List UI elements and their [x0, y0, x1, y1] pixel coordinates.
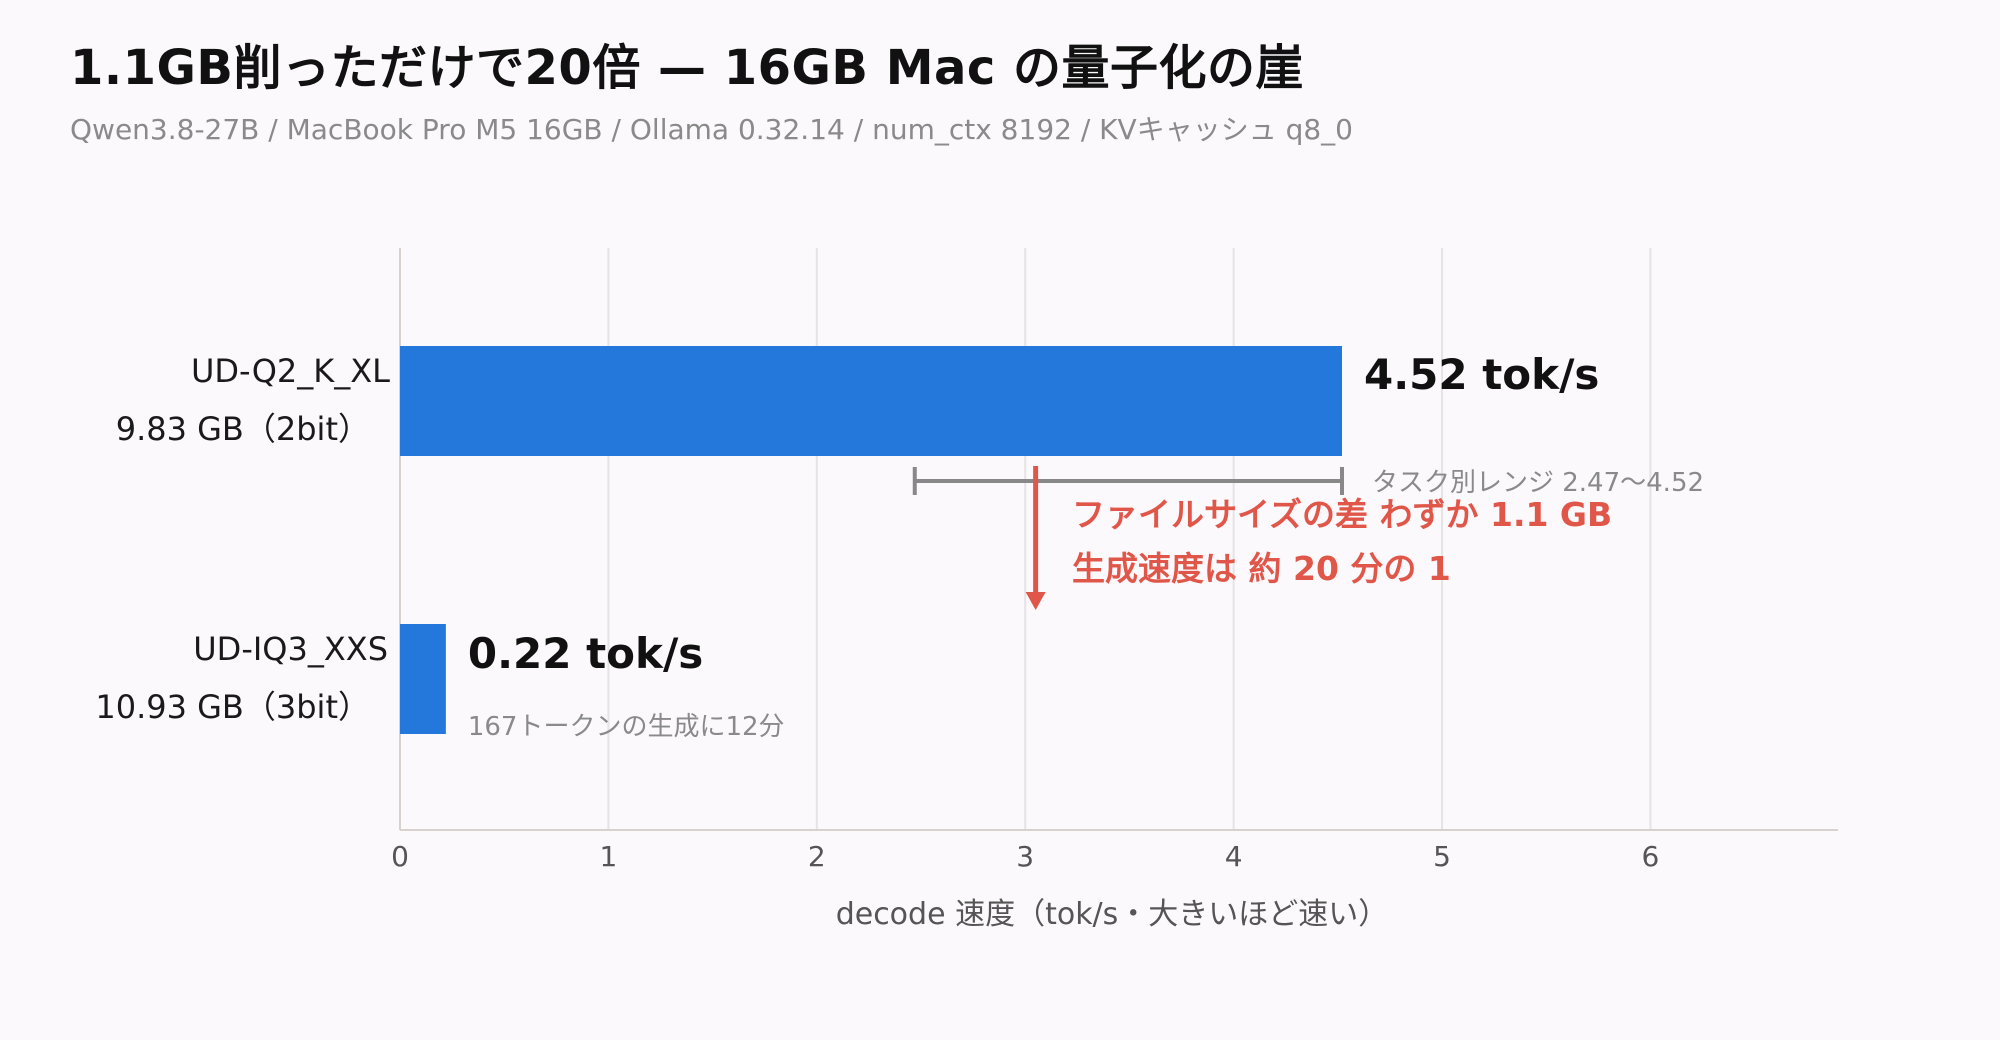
value-label: 4.52 tok/s: [1364, 350, 1599, 399]
bars: [400, 346, 1342, 734]
category-labels: 4.52 tok/s UD-Q2_K_XL 9.83 GB（2bit） 0.22 to…: [95, 350, 1599, 742]
annotation-text: 生成速度は 約 20 分の 1: [1072, 549, 1451, 588]
bar: [400, 346, 1342, 456]
category-detail: 9.83 GB（2bit）: [116, 410, 370, 448]
category-name: UD-Q2_K_XL: [191, 352, 390, 390]
category-detail: 10.93 GB（3bit）: [95, 688, 370, 726]
chart-subtitle: Qwen3.8-27B / MacBook Pro M5 16GB / Olla…: [70, 113, 1353, 146]
value-label: 0.22 tok/s: [468, 629, 703, 678]
category-name: UD-IQ3_XXS: [193, 630, 388, 668]
x-tick-label: 3: [1016, 840, 1034, 873]
x-tick-label: 5: [1433, 840, 1451, 873]
x-tick-label: 1: [599, 840, 617, 873]
gridlines: [399, 248, 1652, 830]
x-axis-label: decode 速度（tok/s・大きいほど速い）: [836, 897, 1389, 932]
bar: [400, 624, 446, 734]
annotation-text: ファイルサイズの差 わずか 1.1 GB: [1072, 495, 1612, 534]
chart-title: 1.1GB削っただけで20倍 — 16GB Mac の量子化の崖: [70, 40, 1305, 96]
x-axis: 0 1 2 3 4 5 6 decode 速度（tok/s・大きいほど速い）: [391, 829, 1838, 932]
x-tick-label: 4: [1225, 840, 1243, 873]
x-tick-label: 2: [808, 840, 826, 873]
arrow-head: [1025, 592, 1046, 610]
x-tick-label: 6: [1642, 840, 1660, 873]
bar-note: 167トークンの生成に12分: [468, 712, 785, 742]
range-label: タスク別レンジ 2.47〜4.52: [1372, 468, 1704, 498]
x-tick-label: 0: [391, 840, 409, 873]
